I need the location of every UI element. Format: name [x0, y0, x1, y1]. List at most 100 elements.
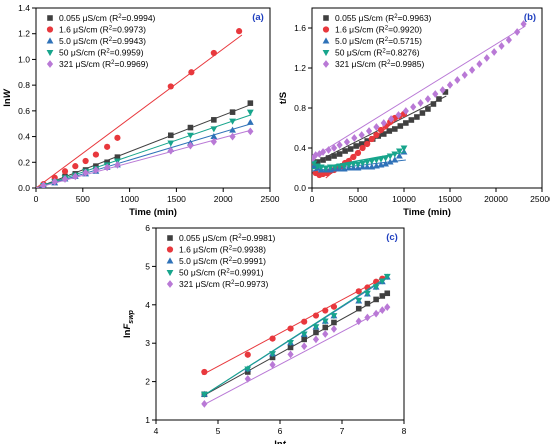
data-point — [301, 318, 308, 325]
legend-marker — [166, 280, 174, 288]
data-point — [505, 36, 512, 44]
data-point — [322, 165, 330, 172]
data-point — [382, 160, 390, 167]
legend-label: 50 μS/cm (R2=0.9959) — [59, 48, 144, 58]
data-point — [319, 148, 327, 156]
x-tick-label: 0 — [34, 194, 39, 204]
y-tick-label: 1.2 — [18, 29, 30, 39]
data-point — [167, 132, 174, 139]
data-point — [377, 156, 385, 163]
legend-label: 321 μS/cm (R2=0.9985) — [335, 59, 424, 69]
data-point — [386, 128, 393, 134]
y-tick-label: 0.8 — [18, 80, 30, 90]
series-4 — [200, 273, 391, 398]
data-point — [92, 151, 100, 158]
legend-marker — [46, 26, 54, 33]
y-axis-label: lnW — [2, 88, 13, 106]
data-point — [201, 368, 208, 376]
data-point — [483, 54, 490, 62]
x-tick-label: 15000 — [438, 194, 462, 204]
data-point — [326, 164, 334, 171]
data-point — [364, 290, 371, 297]
legend-label: 50 μS/cm (R2=0.9991) — [179, 268, 264, 278]
data-point — [391, 151, 399, 158]
data-point — [210, 49, 217, 57]
fit-line — [36, 123, 252, 188]
data-point — [104, 159, 110, 166]
data-point — [355, 288, 362, 295]
legend-marker — [322, 50, 330, 57]
panel-label: (c) — [386, 232, 398, 243]
data-point — [200, 391, 208, 398]
legend-label: 1.6 μS/cm (R2=0.9973) — [59, 25, 146, 35]
x-axis-label: Time (min) — [129, 207, 177, 218]
data-point — [187, 141, 194, 150]
data-point — [336, 151, 343, 157]
data-point — [322, 324, 329, 331]
y-tick-label: 3 — [145, 338, 150, 348]
data-point — [322, 307, 329, 314]
legend-label: 50 μS/cm (R2=0.8276) — [335, 48, 420, 58]
data-point — [395, 152, 403, 159]
data-point — [384, 290, 391, 297]
legend-marker — [322, 37, 330, 44]
y-axis-label: t/S — [278, 92, 289, 104]
data-point — [331, 164, 339, 171]
data-point — [92, 166, 100, 174]
data-point — [430, 101, 437, 107]
data-point — [419, 110, 426, 116]
y-tick-label: 0.8 — [294, 103, 306, 113]
y-axis-label: lnFswp — [122, 309, 135, 338]
x-tick-label: 2500 — [261, 194, 280, 204]
data-point — [349, 161, 357, 168]
data-point — [314, 159, 321, 165]
data-point — [201, 399, 208, 408]
data-point — [373, 131, 380, 139]
data-point — [372, 157, 380, 164]
y-tick-label: 1.2 — [294, 63, 306, 73]
legend-label: 0.055 μS/cm (R2=0.9981) — [179, 233, 276, 243]
data-point — [336, 163, 344, 170]
data-point — [514, 28, 521, 36]
data-point — [236, 28, 243, 35]
x-tick-label: 8 — [402, 426, 407, 436]
data-point — [82, 157, 89, 165]
x-tick-label: 2000 — [214, 194, 233, 204]
data-point — [400, 145, 408, 152]
data-point — [386, 158, 394, 165]
data-point — [354, 161, 362, 168]
data-point — [355, 297, 363, 304]
data-point — [454, 76, 461, 84]
x-tick-label: 10000 — [392, 194, 416, 204]
data-point — [392, 126, 398, 132]
data-point — [312, 324, 320, 331]
data-point — [269, 354, 276, 361]
data-point — [377, 126, 385, 134]
legend-label: 0.055 μS/cm (R2=0.9963) — [335, 13, 432, 23]
data-point — [229, 109, 236, 115]
data-point — [330, 144, 338, 152]
data-point — [342, 148, 348, 154]
data-point — [379, 306, 386, 315]
data-point — [167, 146, 174, 155]
data-point — [330, 303, 338, 310]
data-point — [408, 117, 415, 123]
data-point — [40, 181, 47, 188]
data-point — [491, 48, 498, 56]
panel-label: (a) — [252, 12, 264, 23]
data-point — [383, 273, 391, 280]
series-3 — [36, 118, 254, 188]
data-point — [351, 134, 358, 142]
data-point — [244, 351, 251, 358]
data-point — [61, 168, 69, 175]
data-point — [403, 120, 409, 126]
x-tick-label: 5 — [216, 426, 221, 436]
data-point — [373, 309, 380, 318]
fit-line — [36, 129, 252, 188]
data-point — [312, 312, 320, 319]
data-point — [364, 140, 371, 148]
data-point — [336, 141, 343, 149]
x-tick-label: 4 — [154, 426, 159, 436]
data-point — [301, 336, 307, 343]
